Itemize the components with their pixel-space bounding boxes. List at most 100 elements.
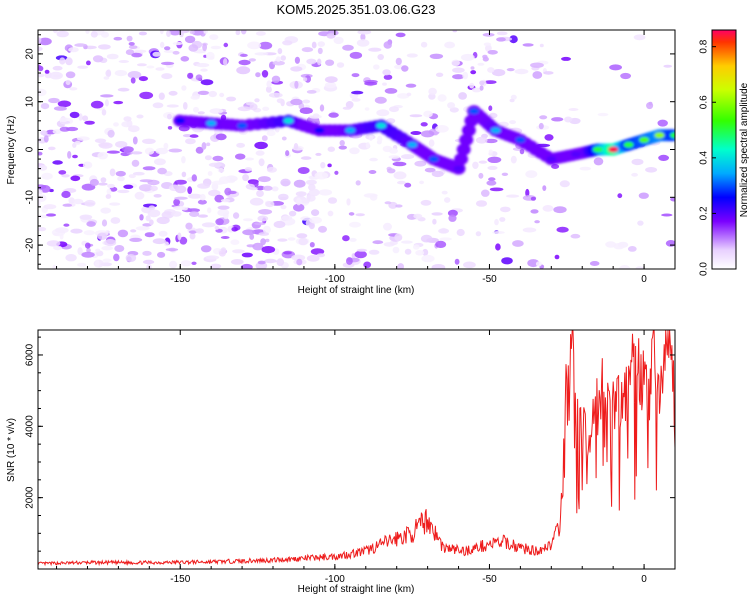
colorbar-tick-label: 0.2 [699, 206, 710, 220]
noise-blob [168, 148, 183, 153]
noise-blob [172, 50, 180, 55]
noise-blob [420, 130, 435, 138]
ridge-point [469, 108, 479, 115]
y-tick-label: 2000 [25, 486, 36, 509]
noise-blob [164, 46, 171, 51]
noise-blob [210, 263, 222, 269]
noise-blob [487, 67, 495, 73]
noise-blob [152, 238, 167, 245]
y-tick-label: -10 [25, 190, 36, 205]
noise-blob [496, 31, 508, 36]
noise-blob [105, 69, 111, 77]
noise-blob [257, 215, 269, 222]
noise-blob [298, 237, 309, 246]
noise-blob [204, 155, 212, 161]
noise-blob [236, 66, 251, 75]
noise-blob [215, 218, 224, 226]
noise-blob [463, 261, 476, 269]
x-tick-label: -50 [482, 274, 497, 285]
noise-blob [153, 194, 162, 198]
noise-blob [150, 185, 158, 192]
noise-blob [280, 205, 287, 210]
noise-blob [65, 254, 77, 262]
noise-blob [249, 187, 258, 191]
noise-blob [470, 70, 477, 75]
noise-blob [190, 95, 200, 100]
noise-blob [254, 141, 268, 150]
noise-blob [132, 136, 138, 145]
noise-blob [276, 258, 285, 267]
snr-y-ticks: 2000 4000 6000 [25, 336, 675, 552]
noise-blob [238, 59, 251, 66]
noise-blob [130, 151, 143, 155]
noise-blob [117, 176, 125, 182]
noise-blob [181, 156, 186, 164]
noise-blob [564, 116, 573, 123]
noise-blob [311, 41, 317, 49]
noise-blob [209, 108, 224, 114]
noise-blob [181, 171, 187, 178]
noise-blob [139, 91, 154, 100]
noise-blob [101, 31, 109, 38]
noise-blob [406, 92, 412, 97]
x-tick-label: 0 [641, 274, 647, 285]
noise-blob [658, 154, 669, 161]
noise-blob [315, 152, 322, 156]
noise-blob [68, 47, 79, 53]
noise-blob [249, 197, 264, 206]
noise-blob [657, 119, 668, 127]
noise-blob [262, 185, 273, 191]
ridge-point [453, 165, 464, 172]
noise-blob [136, 114, 144, 119]
noise-blob [177, 232, 182, 241]
noise-blob [258, 209, 273, 215]
noise-blob [258, 41, 273, 50]
noise-blob [456, 228, 465, 237]
noise-blob [236, 142, 246, 148]
noise-blob [107, 129, 115, 138]
ridge-point [670, 132, 675, 139]
noise-blob [123, 116, 132, 122]
noise-blob [39, 164, 48, 171]
noise-blob [454, 258, 460, 265]
noise-blob [395, 57, 402, 66]
noise-blob [38, 88, 47, 97]
noise-blob [277, 238, 288, 242]
noise-blob [107, 183, 115, 189]
noise-blob [435, 125, 449, 133]
noise-blob [231, 227, 238, 232]
snr-y-axis-label: SNR (10 * v/v) [6, 418, 17, 482]
noise-blob [59, 57, 66, 65]
noise-blob [209, 34, 219, 40]
noise-blob [631, 172, 638, 177]
noise-blob [48, 146, 56, 151]
noise-blob [41, 172, 53, 180]
noise-blob [208, 162, 222, 167]
noise-blob [349, 147, 360, 155]
noise-blob [415, 250, 425, 256]
noise-blob [171, 211, 182, 217]
noise-blob [314, 171, 329, 180]
ridge-point [175, 117, 186, 124]
noise-blob [256, 185, 265, 191]
noise-blob [397, 93, 410, 99]
noise-blob [424, 167, 436, 173]
noise-blob [184, 35, 196, 44]
noise-blob [355, 180, 361, 186]
y-tick-label: 6000 [25, 343, 36, 366]
ridge-point [345, 127, 356, 134]
noise-blob [413, 213, 423, 219]
noise-blob [324, 76, 338, 83]
noise-blob [373, 64, 380, 70]
noise-blob [368, 135, 373, 141]
noise-blob [217, 205, 230, 210]
noise-blob [487, 165, 498, 170]
noise-blob [43, 204, 57, 210]
noise-blob [205, 51, 215, 60]
noise-blob [514, 68, 529, 75]
noise-blob [309, 216, 322, 224]
noise-blob [53, 245, 63, 251]
colorbar-gradient [711, 29, 737, 270]
noise-blob [535, 261, 542, 267]
noise-blob [148, 205, 156, 210]
